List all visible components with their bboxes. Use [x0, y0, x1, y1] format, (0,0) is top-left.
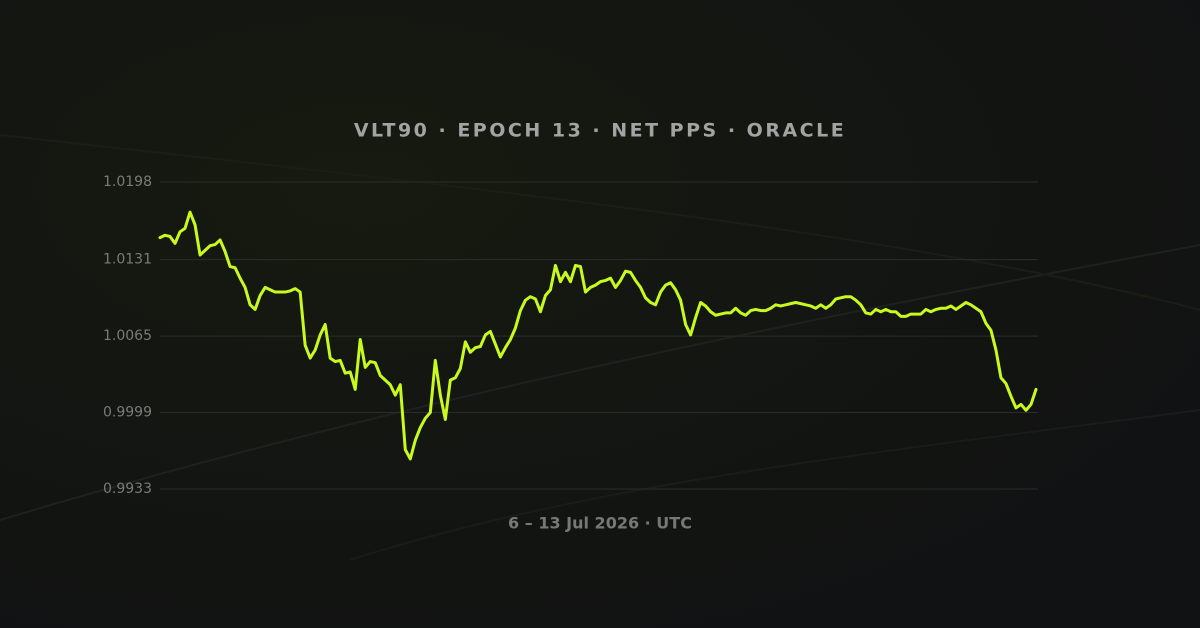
chart-title: VLT90 · EPOCH 13 · NET PPS · ORACLE — [354, 120, 846, 142]
decor-curve — [0, 134, 1200, 311]
y-tick-label: 1.0198 — [103, 174, 152, 190]
y-tick-label: 1.0065 — [103, 328, 152, 344]
x-axis-label: 6 – 13 Jul 2026 · UTC — [508, 514, 692, 533]
y-tick-label: 1.0131 — [103, 252, 152, 268]
decor-curve — [0, 244, 1200, 521]
data-line — [158, 210, 1038, 461]
decor-curve — [349, 409, 1200, 561]
y-tick-label: 0.9933 — [103, 481, 152, 497]
y-tick-label: 0.9999 — [103, 405, 152, 421]
